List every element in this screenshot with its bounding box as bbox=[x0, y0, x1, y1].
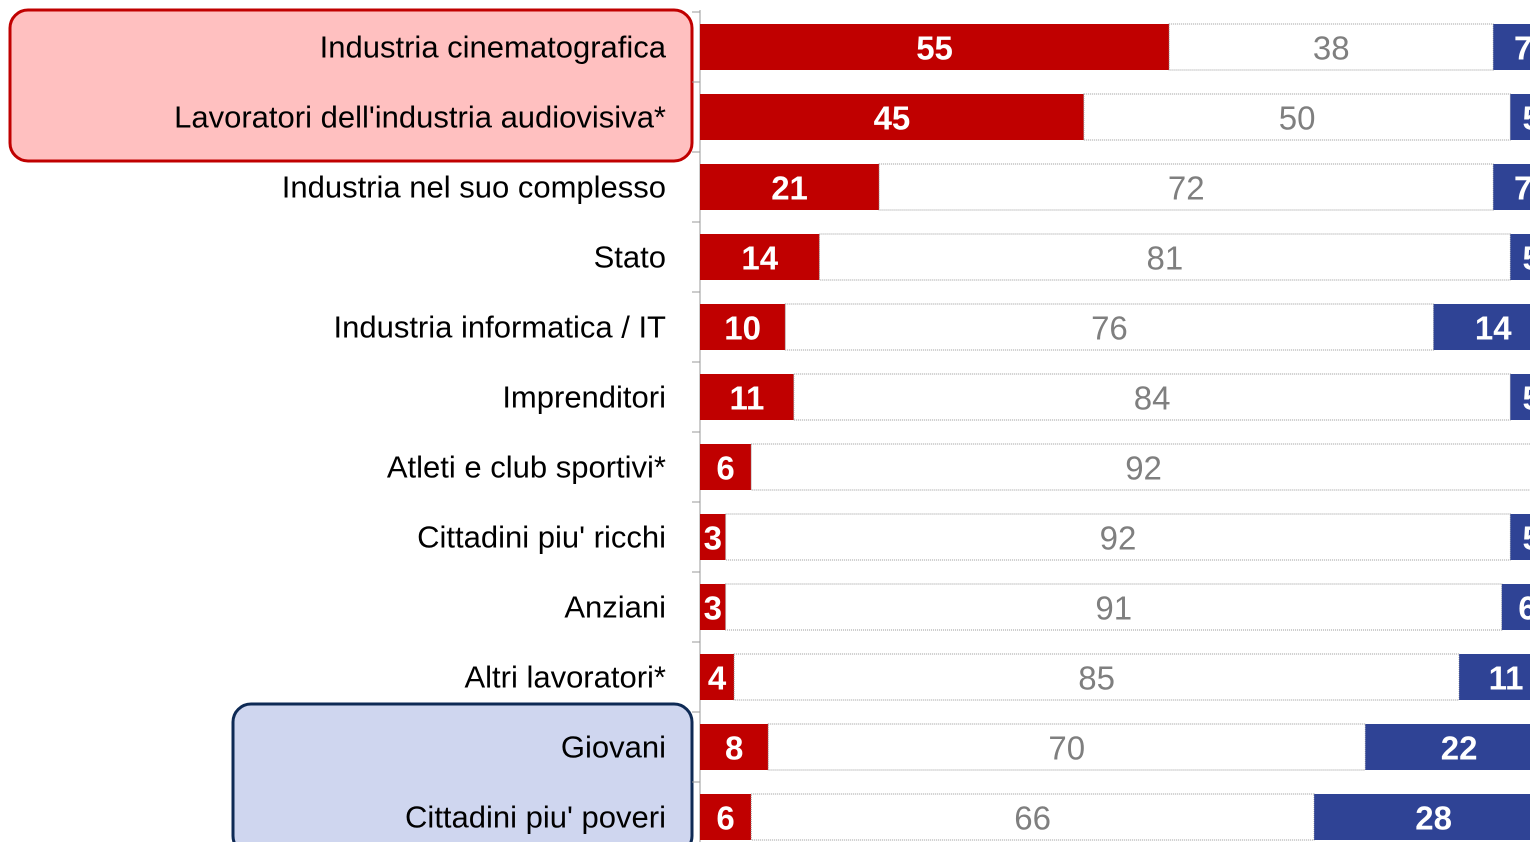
category-label: Lavoratori dell'industria audiovisiva* bbox=[174, 100, 666, 135]
category-label: Anziani bbox=[564, 590, 666, 625]
value-label: 66 bbox=[1014, 800, 1051, 837]
bar-segment bbox=[700, 94, 1084, 140]
value-label: 72 bbox=[1168, 170, 1205, 207]
value-label: 55 bbox=[916, 30, 953, 67]
value-label: 6 bbox=[716, 800, 734, 837]
bar-segment bbox=[700, 304, 786, 350]
value-label: 84 bbox=[1134, 380, 1171, 417]
value-label: 70 bbox=[1048, 730, 1085, 767]
value-label: 3 bbox=[704, 520, 722, 557]
bar-segment bbox=[750, 443, 1530, 491]
bar-segment bbox=[784, 303, 1435, 351]
value-label: 5 bbox=[1522, 240, 1530, 277]
value-label: 11 bbox=[729, 380, 764, 417]
category-label: Industria nel suo complesso bbox=[282, 170, 666, 205]
bar-segment bbox=[750, 793, 1315, 841]
bar-segment bbox=[1493, 24, 1530, 70]
value-label: 81 bbox=[1147, 240, 1184, 277]
bar-segment bbox=[700, 514, 726, 560]
bar-segment bbox=[818, 233, 1511, 281]
value-label: 92 bbox=[1125, 450, 1162, 487]
bar-segment bbox=[733, 653, 1460, 701]
bar-segment bbox=[1501, 584, 1530, 630]
value-label: 8 bbox=[725, 730, 743, 767]
category-label: Industria cinematografica bbox=[320, 30, 667, 65]
bar-segment bbox=[1168, 23, 1494, 71]
bar-segment bbox=[1459, 654, 1530, 700]
bar-segment bbox=[725, 583, 1503, 631]
value-label: 7 bbox=[1514, 170, 1530, 207]
value-label: 76 bbox=[1091, 310, 1128, 347]
bar-segment bbox=[878, 163, 1494, 211]
category-label: Industria informatica / IT bbox=[333, 310, 666, 345]
value-label: 6 bbox=[716, 450, 734, 487]
bar-segment bbox=[767, 723, 1366, 771]
value-label: 22 bbox=[1441, 730, 1478, 767]
category-label: Stato bbox=[594, 240, 666, 275]
bar-segment bbox=[725, 513, 1511, 561]
value-label: 6 bbox=[1518, 590, 1530, 627]
value-label: 11 bbox=[1489, 660, 1524, 697]
category-label: Altri lavoratori* bbox=[464, 660, 666, 695]
value-label: 21 bbox=[771, 170, 808, 207]
bar-segment bbox=[793, 373, 1511, 421]
bar-segment bbox=[1510, 514, 1530, 560]
value-label: 7 bbox=[1514, 30, 1530, 67]
value-label: 14 bbox=[741, 240, 778, 277]
bar-segment bbox=[1493, 164, 1530, 210]
category-label: Cittadini piu' poveri bbox=[405, 800, 666, 835]
value-label: 50 bbox=[1279, 100, 1316, 137]
value-label: 85 bbox=[1078, 660, 1115, 697]
value-label: 38 bbox=[1313, 30, 1350, 67]
value-label: 28 bbox=[1415, 800, 1452, 837]
highlight-box bbox=[8, 8, 694, 163]
category-label: Giovani bbox=[561, 730, 666, 765]
bar-segment bbox=[700, 444, 752, 490]
bar-segment bbox=[700, 234, 820, 280]
value-label: 91 bbox=[1095, 590, 1132, 627]
value-label: 45 bbox=[874, 100, 911, 137]
value-label: 5 bbox=[1522, 380, 1530, 417]
bar-segment bbox=[700, 654, 735, 700]
bar-segment bbox=[1083, 93, 1511, 141]
bar-segment bbox=[700, 724, 769, 770]
bar-segment bbox=[1365, 724, 1530, 770]
bar-segment bbox=[1314, 794, 1530, 840]
value-label: 4 bbox=[708, 660, 727, 697]
value-label: 3 bbox=[704, 590, 722, 627]
value-label: 5 bbox=[1522, 520, 1530, 557]
bar-segment bbox=[700, 164, 880, 210]
bar-segment bbox=[700, 374, 794, 420]
highlight-box bbox=[231, 702, 694, 842]
bar-segment bbox=[1510, 94, 1530, 140]
category-label: Imprenditori bbox=[502, 380, 666, 415]
value-label: 14 bbox=[1475, 310, 1512, 347]
bar-segment bbox=[1510, 234, 1530, 280]
value-label: 10 bbox=[724, 310, 761, 347]
bar-segment bbox=[700, 584, 726, 630]
value-label: 92 bbox=[1100, 520, 1137, 557]
value-label: 5 bbox=[1522, 100, 1530, 137]
bar-segment bbox=[700, 794, 752, 840]
category-label: Cittadini piu' ricchi bbox=[417, 520, 666, 555]
bar-segment bbox=[1510, 374, 1530, 420]
category-label: Atleti e club sportivi* bbox=[387, 450, 666, 485]
bar-segment bbox=[700, 24, 1170, 70]
bar-segment bbox=[1433, 304, 1530, 350]
